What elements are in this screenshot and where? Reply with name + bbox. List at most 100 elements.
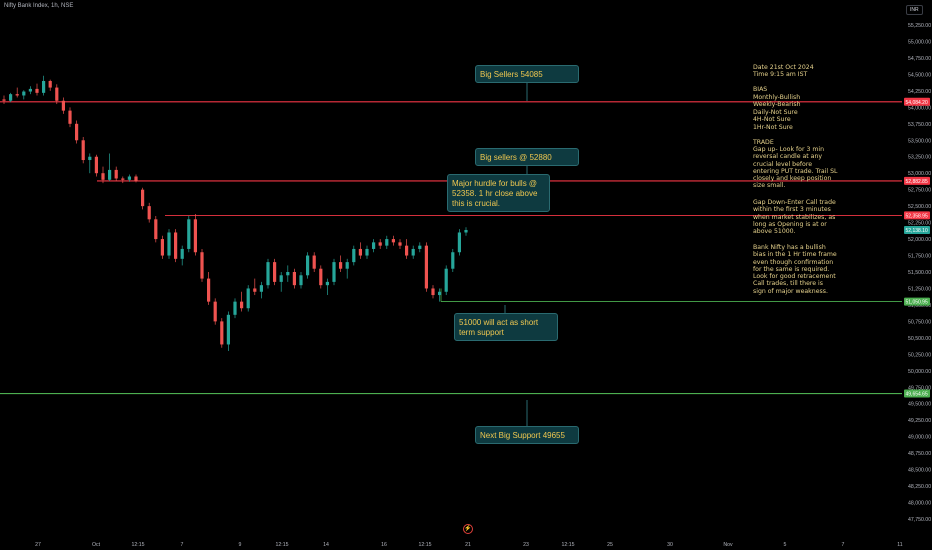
y-tick-label: 53,750.00 [908, 122, 931, 128]
callout-next-big-support[interactable]: Next Big Support 49655 [475, 426, 579, 444]
candle-body [312, 255, 316, 269]
price-label-box [904, 176, 930, 185]
candle-body [68, 110, 72, 124]
notes-bias-4h: 4H-Not Sure [753, 116, 791, 123]
candle-body [457, 232, 461, 253]
price-label-box [904, 389, 930, 398]
price-label-text: 51,050.95 [906, 300, 928, 306]
price-label-text: 52,882.85 [906, 179, 928, 185]
y-tick-label: 49,750.00 [908, 385, 931, 391]
callout-big-sellers-52880[interactable]: Big sellers @ 52880 [475, 148, 579, 166]
y-tick-label: 52,000.00 [908, 237, 931, 243]
y-tick-label: 49,250.00 [908, 418, 931, 424]
x-tick-label: Nov [723, 542, 733, 548]
notes-bias-title: BIAS [753, 86, 768, 93]
candle-body [286, 272, 290, 276]
candle-body [411, 248, 415, 256]
candle-body [279, 275, 283, 282]
x-tick-label: 23 [523, 542, 529, 548]
candle-body [259, 285, 263, 292]
y-tick-label: 50,750.00 [908, 319, 931, 325]
candle-body [108, 169, 112, 180]
callout-major-hurdle[interactable]: Major hurdle for bulls @ 52358. 1 hr clo… [447, 174, 550, 212]
candle-body [35, 88, 39, 93]
x-tick-label: Oct [92, 542, 101, 548]
y-tick-label: 48,750.00 [908, 451, 931, 457]
y-tick-label: 52,500.00 [908, 204, 931, 210]
notes-trade-gap-up: Gap up- Look for 3 min reversal candle a… [753, 146, 838, 190]
y-tick-label: 53,250.00 [908, 155, 931, 161]
price-label-box [904, 97, 930, 106]
x-tick-label: 7 [842, 542, 845, 548]
candle-body [48, 80, 52, 88]
candle-body [345, 262, 349, 269]
y-tick-label: 50,000.00 [908, 369, 931, 375]
notes-time: Time 9:15 am IST [753, 71, 808, 78]
candle-body [15, 94, 19, 96]
x-tick-label: 12:15 [562, 542, 575, 548]
currency-button[interactable]: INR [906, 5, 923, 15]
x-tick-label: 12:15 [419, 542, 432, 548]
x-tick-label: 12:15 [276, 542, 289, 548]
candle-body [9, 94, 13, 101]
y-tick-label: 48,000.00 [908, 501, 931, 507]
candle-body [127, 176, 131, 180]
candle-body [325, 281, 329, 286]
candle-body [306, 255, 310, 276]
y-tick-label: 51,250.00 [908, 286, 931, 292]
y-tick-label: 49,500.00 [908, 402, 931, 408]
x-tick-label: 12:15 [132, 542, 145, 548]
candle-body [28, 88, 32, 92]
candle-body [160, 239, 164, 256]
candle-body [141, 189, 145, 207]
candle-body [81, 140, 85, 161]
candle-body [42, 80, 46, 93]
candle-body [464, 229, 468, 233]
notes-bias-weekly: Weekly-Bearish [753, 101, 801, 108]
candle-body [352, 248, 356, 263]
notes-trade-title: TRADE [753, 139, 774, 146]
x-tick-label: 9 [239, 542, 242, 548]
x-tick-label: 14 [323, 542, 329, 548]
candle-body [385, 239, 389, 246]
candle-body [220, 321, 224, 345]
y-tick-label: 54,000.00 [908, 105, 931, 111]
candle-body [405, 245, 409, 256]
candle-body [88, 156, 92, 161]
price-label-text: 49,654.65 [906, 392, 928, 398]
candle-body [424, 245, 428, 289]
candle-body [319, 268, 323, 286]
tradingview-logo-icon[interactable]: ⚡ [463, 524, 473, 534]
price-label-text: 54,084.20 [906, 100, 928, 106]
candle-body [180, 248, 184, 259]
notes-bias-daily: Daily-Not Sure [753, 109, 798, 116]
candle-body [233, 301, 237, 315]
notes-bias-monthly: Monthly-Bullish [753, 94, 801, 101]
candle-body [438, 291, 442, 296]
candle-body [167, 232, 171, 256]
x-tick-label: 5 [784, 542, 787, 548]
y-tick-label: 55,250.00 [908, 23, 931, 29]
candle-body [2, 99, 6, 101]
y-tick-label: 52,750.00 [908, 188, 931, 194]
candle-body [339, 262, 343, 269]
candle-body [365, 248, 369, 256]
price-label-box [904, 297, 930, 306]
y-tick-label: 48,250.00 [908, 484, 931, 490]
x-tick-label: 30 [667, 542, 673, 548]
candle-body [187, 219, 191, 249]
candle-body [240, 301, 244, 309]
candle-body [213, 301, 217, 322]
symbol-title: Nifty Bank Index, 1h, NSE [4, 3, 74, 9]
callout-support-51000[interactable]: 51000 will act as short term support [454, 313, 558, 341]
candle-body [431, 288, 435, 296]
x-tick-label: 11 [897, 542, 902, 548]
candle-body [451, 252, 455, 269]
candle-body [372, 242, 376, 249]
x-tick-label: 25 [607, 542, 613, 548]
x-tick-label: 7 [181, 542, 184, 548]
callout-big-sellers-54085[interactable]: Big Sellers 54085 [475, 65, 579, 83]
y-tick-label: 55,000.00 [908, 39, 931, 45]
